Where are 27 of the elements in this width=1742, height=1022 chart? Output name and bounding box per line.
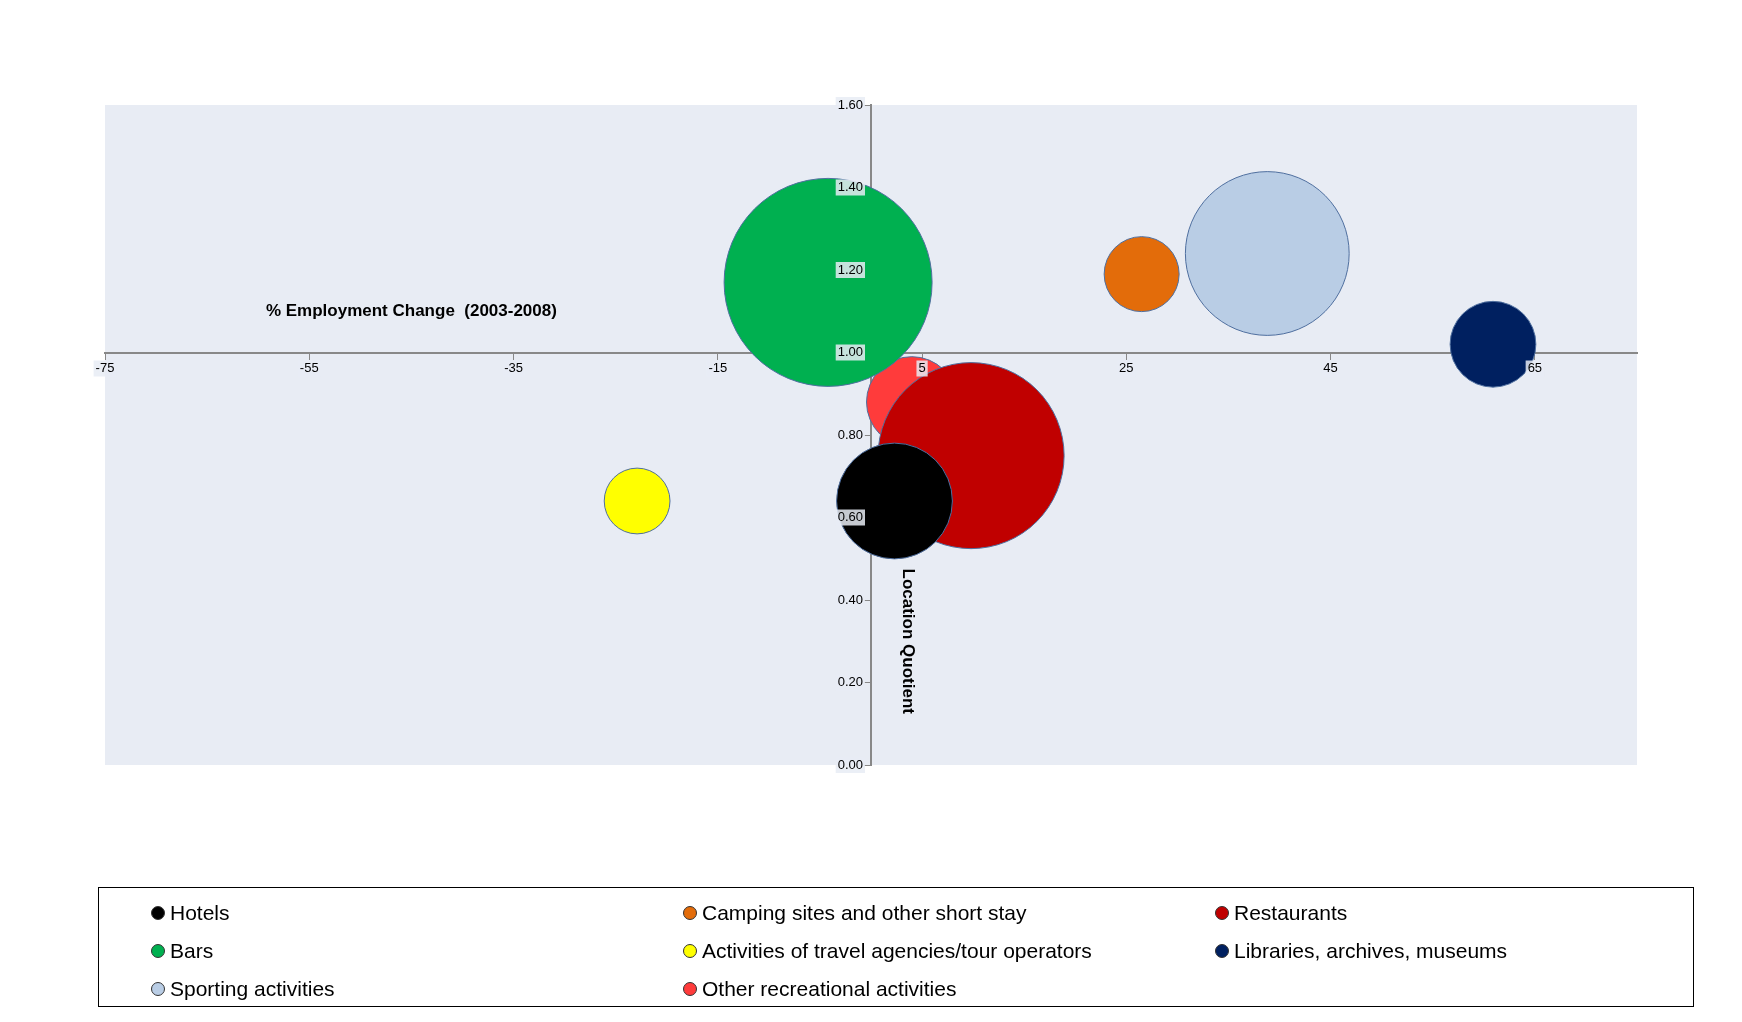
x-tick-label: 45 bbox=[1323, 360, 1338, 376]
y-tick-label: 0.60 bbox=[837, 509, 864, 525]
x-tick-label: -55 bbox=[299, 360, 319, 376]
y-tick-label: 1.20 bbox=[837, 261, 864, 277]
y-tick-label: 0.20 bbox=[837, 674, 864, 690]
legend-label: Sporting activities bbox=[170, 977, 335, 1001]
y-tick-label: 1.40 bbox=[837, 179, 864, 195]
legend-label: Other recreational activities bbox=[702, 977, 957, 1001]
y-axis-title: Location Quotient bbox=[899, 568, 919, 715]
x-tick-label: 5 bbox=[918, 360, 926, 376]
y-tick-label: 0.00 bbox=[837, 756, 864, 772]
x-tick-label: -35 bbox=[504, 360, 523, 376]
x-axis-title: % Employment Change (2003-2008) bbox=[265, 300, 557, 320]
y-tick-label: 0.80 bbox=[837, 426, 864, 442]
x-tick-label: 25 bbox=[1119, 360, 1134, 376]
y-tick-label: 0.40 bbox=[837, 591, 864, 607]
legend-label: Restaurants bbox=[1234, 901, 1348, 925]
y-tick-label: 1.60 bbox=[837, 96, 864, 112]
y-tick-label: 1.00 bbox=[837, 344, 864, 360]
legend-label: Bars bbox=[170, 939, 214, 963]
legend-label: Libraries, archives, museums bbox=[1234, 939, 1508, 963]
legend-label: Camping sites and other short stay bbox=[702, 901, 1027, 925]
x-tick-label: 65 bbox=[1527, 360, 1543, 376]
x-tick-label: -75 bbox=[95, 360, 115, 376]
legend-label: Activities of travel agencies/tour operators bbox=[702, 939, 1092, 963]
legend-label: Hotels bbox=[170, 901, 230, 925]
x-tick-label: -15 bbox=[708, 360, 728, 376]
